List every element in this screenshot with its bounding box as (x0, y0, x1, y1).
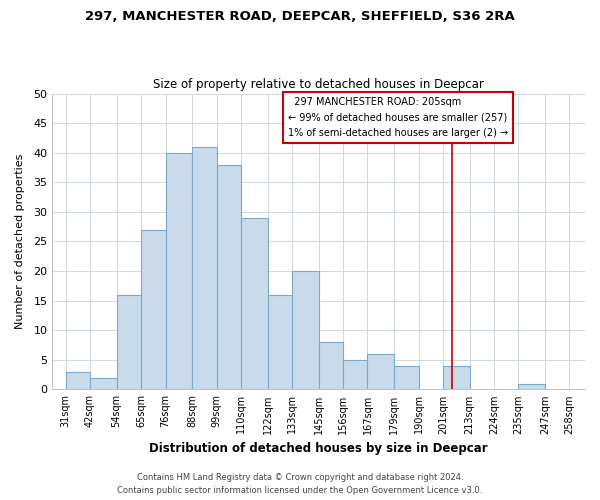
Bar (367, 354, 394, 390)
Title: Size of property relative to detached houses in Deepcar: Size of property relative to detached ho… (153, 78, 484, 91)
Bar (394, 366, 419, 390)
Bar (217, 164, 241, 390)
Bar (292, 271, 319, 390)
Bar (319, 342, 343, 390)
Bar (518, 384, 545, 390)
Bar (241, 218, 268, 390)
Bar (166, 152, 192, 390)
Bar (116, 295, 141, 390)
Bar (268, 295, 292, 390)
Bar (141, 230, 166, 390)
Bar (65, 372, 90, 390)
Text: Contains HM Land Registry data © Crown copyright and database right 2024.
Contai: Contains HM Land Registry data © Crown c… (118, 474, 482, 495)
Bar (443, 366, 470, 390)
Y-axis label: Number of detached properties: Number of detached properties (15, 154, 25, 329)
Bar (192, 147, 217, 390)
X-axis label: Distribution of detached houses by size in Deepcar: Distribution of detached houses by size … (149, 442, 488, 455)
Text: 297, MANCHESTER ROAD, DEEPCAR, SHEFFIELD, S36 2RA: 297, MANCHESTER ROAD, DEEPCAR, SHEFFIELD… (85, 10, 515, 23)
Text: 297 MANCHESTER ROAD: 205sqm
← 99% of detached houses are smaller (257)
1% of sem: 297 MANCHESTER ROAD: 205sqm ← 99% of det… (287, 96, 508, 138)
Bar (343, 360, 367, 390)
Bar (90, 378, 116, 390)
